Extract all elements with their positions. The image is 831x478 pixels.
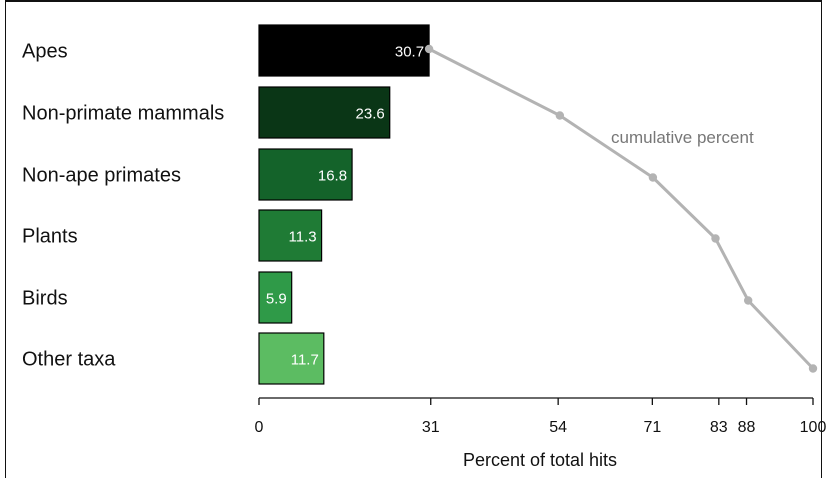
bar xyxy=(258,332,325,385)
x-tick-label: 100 xyxy=(800,419,827,436)
category-label: Non-ape primates xyxy=(22,165,181,187)
x-tick-label: 88 xyxy=(738,419,756,436)
cumulative-point xyxy=(424,44,434,54)
bar xyxy=(258,148,353,201)
x-tick-label: 54 xyxy=(549,419,567,436)
category-label: Plants xyxy=(22,226,78,248)
bar-value-label: 11.7 xyxy=(291,352,319,369)
x-tick-label: 0 xyxy=(255,419,264,436)
x-tick-label: 71 xyxy=(643,419,661,436)
cumulative-point xyxy=(648,173,658,182)
cumulative-line xyxy=(428,47,815,370)
x-axis-title: Percent of total hits xyxy=(463,450,617,470)
category-label: Birds xyxy=(22,288,68,310)
bar-value-label: 5.9 xyxy=(266,291,287,308)
chart-frame xyxy=(5,0,822,478)
chart-frame-top xyxy=(5,0,822,2)
bar xyxy=(258,271,293,324)
cumulative-point xyxy=(743,296,753,305)
cumulative-point xyxy=(555,111,565,120)
bar-value-label: 23.6 xyxy=(356,106,385,123)
bar-value-label: 30.7 xyxy=(395,44,424,61)
bar-value-label: 11.3 xyxy=(289,229,317,246)
x-tick-label: 31 xyxy=(422,419,440,436)
cumulative-point xyxy=(711,234,720,243)
category-label: Other taxa xyxy=(22,349,116,371)
bar xyxy=(258,209,323,262)
category-label: Non-primate mammals xyxy=(22,103,224,125)
cumulative-point xyxy=(808,364,818,373)
bar-value-label: 16.8 xyxy=(318,168,347,185)
bar xyxy=(258,86,391,139)
category-label: Apes xyxy=(22,41,68,63)
x-tick-label: 83 xyxy=(710,419,728,436)
cumulative-label: cumulative percent xyxy=(611,128,754,147)
